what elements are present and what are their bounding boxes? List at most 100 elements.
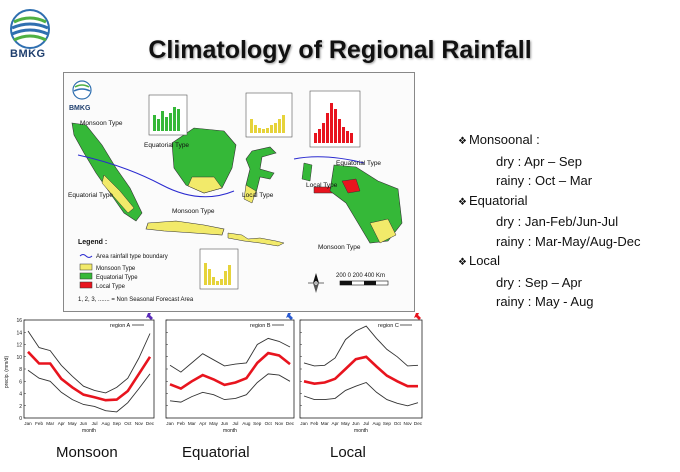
x-tick-label: Apr	[58, 421, 66, 426]
region-arrow-icon	[286, 313, 293, 320]
legend-title: Legend :	[78, 239, 107, 246]
inset-chart-local	[309, 90, 361, 148]
region-arrow-icon	[414, 313, 421, 320]
caption-monsoon: Monsoon	[56, 444, 118, 461]
pattern-label: Equatorial	[468, 192, 528, 208]
x-tick-label: Jan	[166, 421, 174, 426]
x-tick-label: Nov	[275, 421, 284, 426]
y-tick-label: 12	[16, 343, 22, 349]
inset-chart-monsoon-south	[199, 248, 239, 290]
diamond-bullet-icon: ❖	[458, 257, 467, 268]
x-tick-label: Mar	[321, 421, 329, 426]
boundary-line	[77, 154, 235, 198]
map-graphic: BMKG	[68, 80, 403, 303]
pattern-dry: dry : Apr – Sep	[496, 153, 582, 169]
x-tick-label: Aug	[102, 421, 111, 426]
sulawesi-south	[243, 184, 257, 204]
x-tick-label: Sep	[253, 421, 262, 426]
x-tick-label: Apr	[332, 421, 340, 426]
sulawesi-island	[245, 146, 277, 202]
x-tick-label: Oct	[394, 421, 402, 426]
kalimantan-island	[171, 127, 237, 194]
region-title: region A	[110, 323, 131, 329]
map-label-monsoon-se: Monsoon Type	[318, 244, 361, 251]
diamond-bullet-icon: ❖	[458, 136, 467, 147]
equatorial-swatch	[79, 272, 93, 280]
inset-chart-equatorial	[148, 94, 188, 136]
region-title: region B	[250, 323, 271, 329]
x-tick-label: Nov	[135, 421, 144, 426]
x-tick-label: Jul	[363, 421, 369, 426]
x-tick-label: Apr	[199, 421, 207, 426]
pattern-label: Monsoonal :	[468, 132, 540, 147]
series-line-upper	[303, 325, 419, 367]
y-tick-label: 2	[19, 404, 22, 410]
caption-equatorial: Equatorial	[182, 444, 250, 461]
x-tick-label: Jun	[352, 421, 360, 426]
north-arrow-icon	[308, 273, 324, 293]
x-axis-label: month	[82, 428, 96, 434]
papua-south	[369, 218, 397, 244]
maluku-islands	[301, 162, 313, 182]
sumatra-south	[101, 174, 135, 214]
region-arrow-icon	[146, 313, 153, 320]
pattern-rainy: rainy : Oct – Mar	[496, 173, 593, 188]
local-swatch	[79, 281, 93, 289]
x-tick-label: Feb	[177, 421, 185, 426]
x-tick-label: Aug	[372, 421, 381, 426]
y-tick-label: 16	[16, 318, 22, 324]
x-tick-label: Jan	[24, 421, 32, 426]
chart-frame	[299, 319, 423, 419]
map-label-monsoon-mid: Monsoon Type	[172, 208, 215, 215]
chart-frame	[23, 319, 155, 419]
x-tick-label: Mar	[188, 421, 196, 426]
series-line-upper	[169, 337, 291, 373]
pattern-dry: dry : Jan-Feb/Jun-Jul	[496, 214, 619, 229]
logo-text: BMKG	[10, 48, 46, 60]
series-line-lower	[169, 373, 291, 403]
map-label-monsoon-nw: Monsoon Type	[80, 120, 123, 127]
map-label-equatorial-left: Equatorial Type	[68, 192, 113, 199]
x-tick-label: Aug	[242, 421, 251, 426]
series-line-mean	[169, 351, 291, 391]
y-tick-label: 0	[19, 416, 22, 422]
nusa-tenggara	[227, 232, 285, 247]
monsoon-swatch	[79, 263, 93, 271]
x-tick-label: Feb	[310, 421, 318, 426]
scale-values: 200 0 200 400 Km	[336, 273, 385, 279]
indonesia-rainfall-map: BMKG	[63, 72, 415, 312]
x-tick-label: Jul	[233, 421, 239, 426]
x-tick-label: Jan	[300, 421, 308, 426]
bmkg-logo	[10, 9, 50, 49]
x-tick-label: Nov	[404, 421, 413, 426]
x-tick-label: Dec	[146, 421, 155, 426]
map-label-equatorial-east: Equatorial Type	[336, 160, 381, 167]
boundary-line	[293, 156, 365, 164]
series-line-lower	[303, 381, 419, 407]
legend-monsoon-label: Monsoon Type	[96, 266, 136, 272]
page-title: Climatology of Regional Rainfall	[148, 36, 532, 64]
x-tick-label: Oct	[265, 421, 273, 426]
legend-equatorial-label: Equatorial Type	[96, 275, 138, 281]
map-logo-icon	[72, 80, 92, 100]
x-tick-label: Jul	[92, 421, 98, 426]
x-tick-label: May	[209, 421, 218, 426]
legend-note: 1, 2, 3, ....... = Non Seasonal Forecast…	[78, 297, 194, 303]
y-tick-label: 8	[19, 367, 22, 373]
papua-local	[341, 178, 361, 194]
x-tick-label: May	[68, 421, 77, 426]
region-title: region C	[378, 323, 399, 329]
series-line-mean	[27, 350, 152, 402]
map-legend: Legend : Area rainfall type boundary Mon…	[78, 239, 194, 303]
y-tick-label: 4	[19, 392, 22, 398]
map-label-local-east: Local Type	[306, 182, 338, 189]
x-tick-label: Jun	[221, 421, 229, 426]
java-island	[145, 220, 225, 236]
series-line-lower	[27, 369, 151, 413]
x-tick-label: May	[341, 421, 350, 426]
legend-boundary-label: Area rainfall type boundary	[96, 254, 168, 260]
y-tick-label: 6	[19, 379, 22, 385]
x-axis-label: month	[354, 428, 368, 434]
boundary-swatch	[79, 254, 93, 258]
